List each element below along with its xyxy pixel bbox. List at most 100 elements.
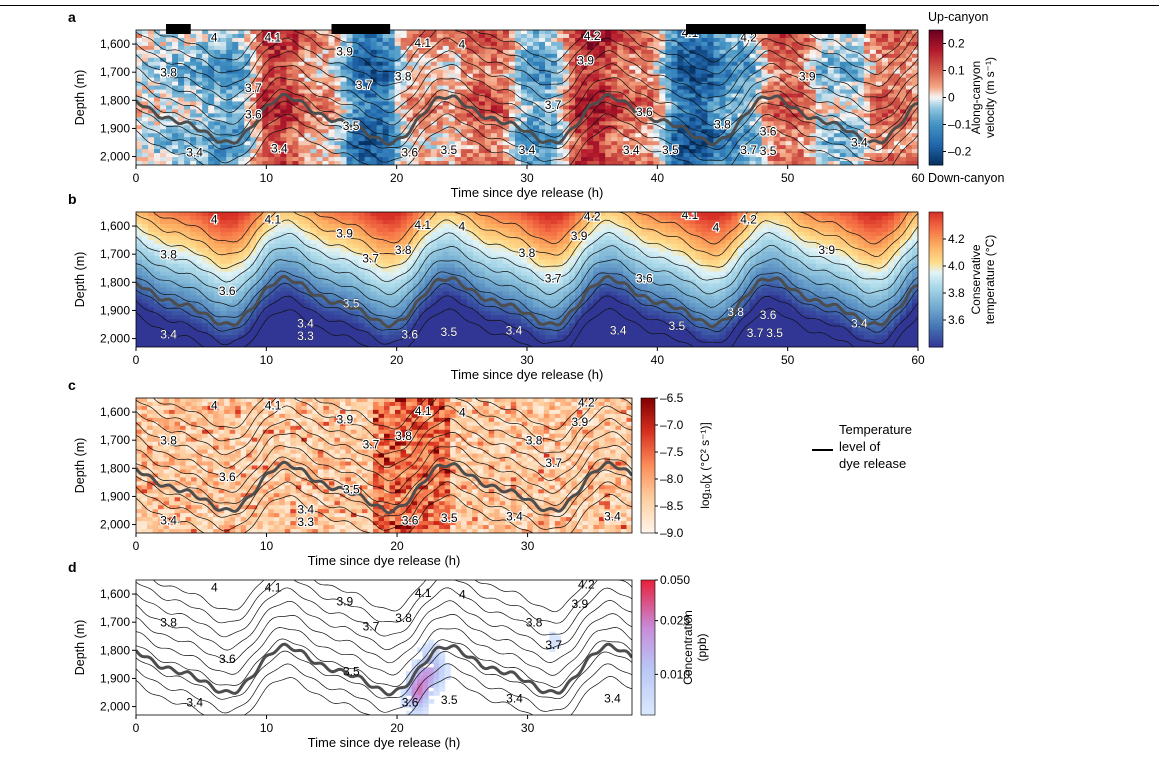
heatmap-cell	[623, 81, 630, 87]
heatmap-cell	[478, 45, 486, 51]
heatmap-cell	[208, 263, 215, 269]
heatmap-cell	[190, 161, 197, 165]
heatmap-cell	[244, 117, 251, 122]
heatmap-cell	[623, 57, 630, 63]
heatmap-cell	[220, 105, 227, 111]
heatmap-cell	[424, 30, 432, 35]
heatmap-cell	[466, 49, 474, 55]
heatmap-cell	[539, 37, 546, 43]
heatmap-cell	[689, 77, 697, 83]
heatmap-cell	[653, 41, 660, 47]
heatmap-cell	[370, 145, 378, 150]
heatmap-cell	[514, 65, 522, 71]
heatmap-cell	[214, 61, 221, 67]
heatmap-cell	[773, 53, 781, 59]
heatmap-cell	[563, 121, 570, 126]
heatmap-cell	[196, 331, 203, 336]
heatmap-cell	[454, 141, 462, 146]
heatmap-cell	[136, 239, 143, 245]
heatmap-cell	[863, 109, 871, 114]
heatmap-cell	[761, 81, 769, 87]
heatmap-cell	[659, 113, 666, 118]
heatmap-cell	[358, 41, 366, 47]
heatmap-cell	[881, 117, 889, 122]
heatmap-cell	[599, 129, 606, 134]
heatmap-cell	[310, 117, 318, 122]
heatmap-cell	[731, 101, 739, 107]
heatmap-cell	[166, 157, 173, 162]
heatmap-cell	[809, 41, 817, 47]
heatmap-cell	[226, 105, 233, 111]
heatmap-cell	[551, 133, 558, 138]
heatmap-cell	[671, 137, 678, 142]
heatmap-cell	[136, 77, 143, 83]
heatmap-cell	[647, 105, 654, 111]
heatmap-cell	[418, 85, 426, 91]
heatmap-cell	[797, 49, 805, 55]
heatmap-cell	[178, 339, 185, 344]
heatmap-cell	[623, 49, 630, 55]
heatmap-cell	[160, 239, 167, 245]
heatmap-cell	[490, 141, 498, 146]
heatmap-cell	[250, 69, 257, 75]
heatmap-cell	[274, 73, 281, 79]
heatmap-cell	[653, 161, 660, 165]
heatmap-cell	[773, 133, 781, 138]
heatmap-cell	[430, 101, 438, 107]
heatmap-cell	[166, 275, 173, 281]
heatmap-cell	[863, 137, 871, 142]
heatmap-cell	[460, 149, 468, 154]
heatmap-cell	[448, 101, 456, 107]
heatmap-cell	[533, 57, 540, 63]
heatmap-cell	[641, 53, 648, 59]
heatmap-cell	[701, 49, 709, 55]
heatmap-cell	[244, 53, 251, 59]
heatmap-cell	[352, 89, 360, 95]
heatmap-cell	[340, 157, 348, 162]
heatmap-cell	[496, 97, 504, 103]
heatmap-cell	[496, 137, 504, 142]
heatmap-cell	[557, 30, 564, 35]
heatmap-cell	[334, 125, 342, 130]
heatmap-cell	[148, 161, 155, 165]
contour-label: 4.2	[584, 29, 601, 43]
heatmap-cell	[899, 145, 907, 150]
heatmap-cell	[292, 49, 300, 55]
heatmap-cell	[190, 73, 197, 79]
heatmap-cell	[623, 129, 630, 134]
heatmap-cell	[551, 30, 558, 35]
heatmap-cell	[484, 161, 492, 165]
heatmap-cell	[502, 41, 510, 47]
heatmap-cell	[142, 81, 149, 87]
heatmap-cell	[220, 149, 227, 154]
heatmap-cell	[196, 291, 203, 296]
heatmap-cell	[268, 45, 275, 51]
contour-label: 3.4	[519, 143, 536, 157]
heatmap-cell	[298, 73, 306, 79]
heatmap-cell	[611, 141, 618, 146]
heatmap-cell	[725, 129, 733, 134]
heatmap-cell	[358, 45, 366, 51]
heatmap-cell	[749, 149, 757, 154]
heatmap-cell	[172, 235, 179, 241]
heatmap-cell	[677, 105, 684, 111]
heatmap-cell	[551, 97, 558, 103]
heatmap-cell	[154, 157, 161, 162]
heatmap-cell	[845, 105, 853, 111]
heatmap-cell	[737, 33, 745, 39]
heatmap-cell	[719, 65, 727, 71]
heatmap-cell	[226, 113, 233, 118]
heatmap-cell	[545, 105, 552, 111]
heatmap-cell	[665, 97, 672, 103]
heatmap-cell	[160, 129, 167, 134]
heatmap-cell	[136, 319, 143, 324]
heatmap-cell	[803, 137, 811, 142]
heatmap-cell	[484, 33, 492, 39]
heatmap-cell	[382, 121, 390, 126]
heatmap-cell	[641, 41, 648, 47]
heatmap-cell	[412, 45, 420, 51]
heatmap-cell	[394, 30, 402, 35]
heatmap-cell	[809, 61, 817, 67]
heatmap-cell	[520, 37, 528, 43]
heatmap-cell	[545, 37, 552, 43]
